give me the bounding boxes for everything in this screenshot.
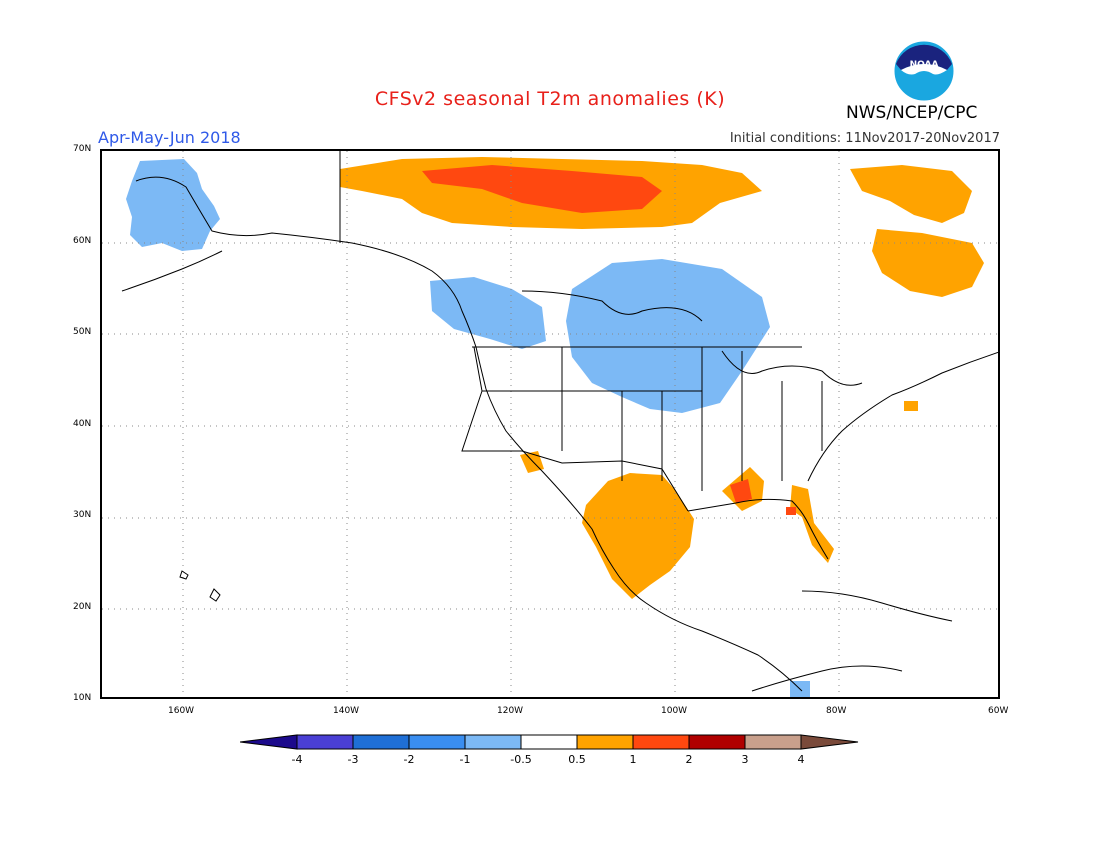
anomaly-louisiana bbox=[730, 479, 752, 503]
lon-label: 140W bbox=[333, 706, 360, 716]
anomaly-fields bbox=[126, 157, 984, 697]
colorbar-segment bbox=[632, 734, 690, 750]
colorbar-segment bbox=[464, 734, 522, 750]
colorbar bbox=[240, 734, 859, 750]
lat-label: 20N bbox=[73, 602, 92, 612]
colorbar-segment bbox=[352, 734, 410, 750]
anomaly-florida bbox=[790, 485, 834, 563]
colorbar-label: -3 bbox=[347, 753, 359, 766]
anomaly-ne-canada bbox=[850, 165, 972, 223]
colorbar-label: -2 bbox=[403, 753, 415, 766]
lon-label: 120W bbox=[497, 706, 524, 716]
colorbar-segment bbox=[688, 734, 746, 750]
colorbar-segment bbox=[744, 734, 802, 750]
colorbar-arrow-high bbox=[800, 734, 859, 750]
anomaly-mexico bbox=[582, 473, 694, 599]
lat-label: 50N bbox=[73, 327, 92, 337]
anomaly-central-america bbox=[790, 681, 810, 697]
lon-label: 80W bbox=[826, 706, 847, 716]
colorbar-label: -0.5 bbox=[510, 753, 532, 766]
colorbar-segment bbox=[408, 734, 466, 750]
coastlines bbox=[121, 151, 998, 692]
initial-conditions-label: Initial conditions: 11Nov2017-20Nov2017 bbox=[729, 131, 1000, 146]
lon-label: 100W bbox=[661, 706, 688, 716]
map-title: CFSv2 seasonal T2m anomalies (K) bbox=[374, 88, 726, 110]
colorbar-segment bbox=[576, 734, 634, 750]
anomaly-alaska bbox=[126, 159, 220, 251]
colorbar-label: -4 bbox=[291, 753, 303, 766]
colorbar-label: 0.5 bbox=[568, 753, 586, 766]
anomaly-new-england bbox=[904, 401, 918, 411]
colorbar-label: 3 bbox=[741, 753, 749, 766]
lat-label: 40N bbox=[73, 419, 92, 429]
anomaly-plains bbox=[566, 259, 770, 413]
lon-label: 160W bbox=[168, 706, 195, 716]
lat-label: 70N bbox=[73, 144, 92, 154]
noaa-logo-icon: NOAA bbox=[893, 40, 955, 102]
anomaly-quebec bbox=[872, 229, 984, 297]
lat-label: 10N bbox=[73, 693, 92, 703]
anomaly-pnw bbox=[430, 277, 546, 349]
anomaly-florida-core bbox=[786, 507, 796, 515]
graticule bbox=[102, 151, 998, 697]
lat-label: 60N bbox=[73, 236, 92, 246]
colorbar-segment bbox=[520, 734, 578, 750]
anomaly-map bbox=[100, 149, 1000, 699]
anomaly-arctic-core bbox=[422, 165, 662, 213]
colorbar-label: -1 bbox=[459, 753, 471, 766]
colorbar-segment bbox=[296, 734, 354, 750]
svg-text:NOAA: NOAA bbox=[910, 60, 939, 70]
colorbar-label: 4 bbox=[797, 753, 805, 766]
lon-label: 60W bbox=[988, 706, 1009, 716]
colorbar-label: 1 bbox=[629, 753, 637, 766]
organization-label: NWS/NCEP/CPC bbox=[846, 103, 978, 123]
season-label: Apr-May-Jun 2018 bbox=[98, 128, 241, 147]
lat-label: 30N bbox=[73, 510, 92, 520]
colorbar-arrow-low bbox=[240, 734, 298, 750]
colorbar-label: 2 bbox=[685, 753, 693, 766]
